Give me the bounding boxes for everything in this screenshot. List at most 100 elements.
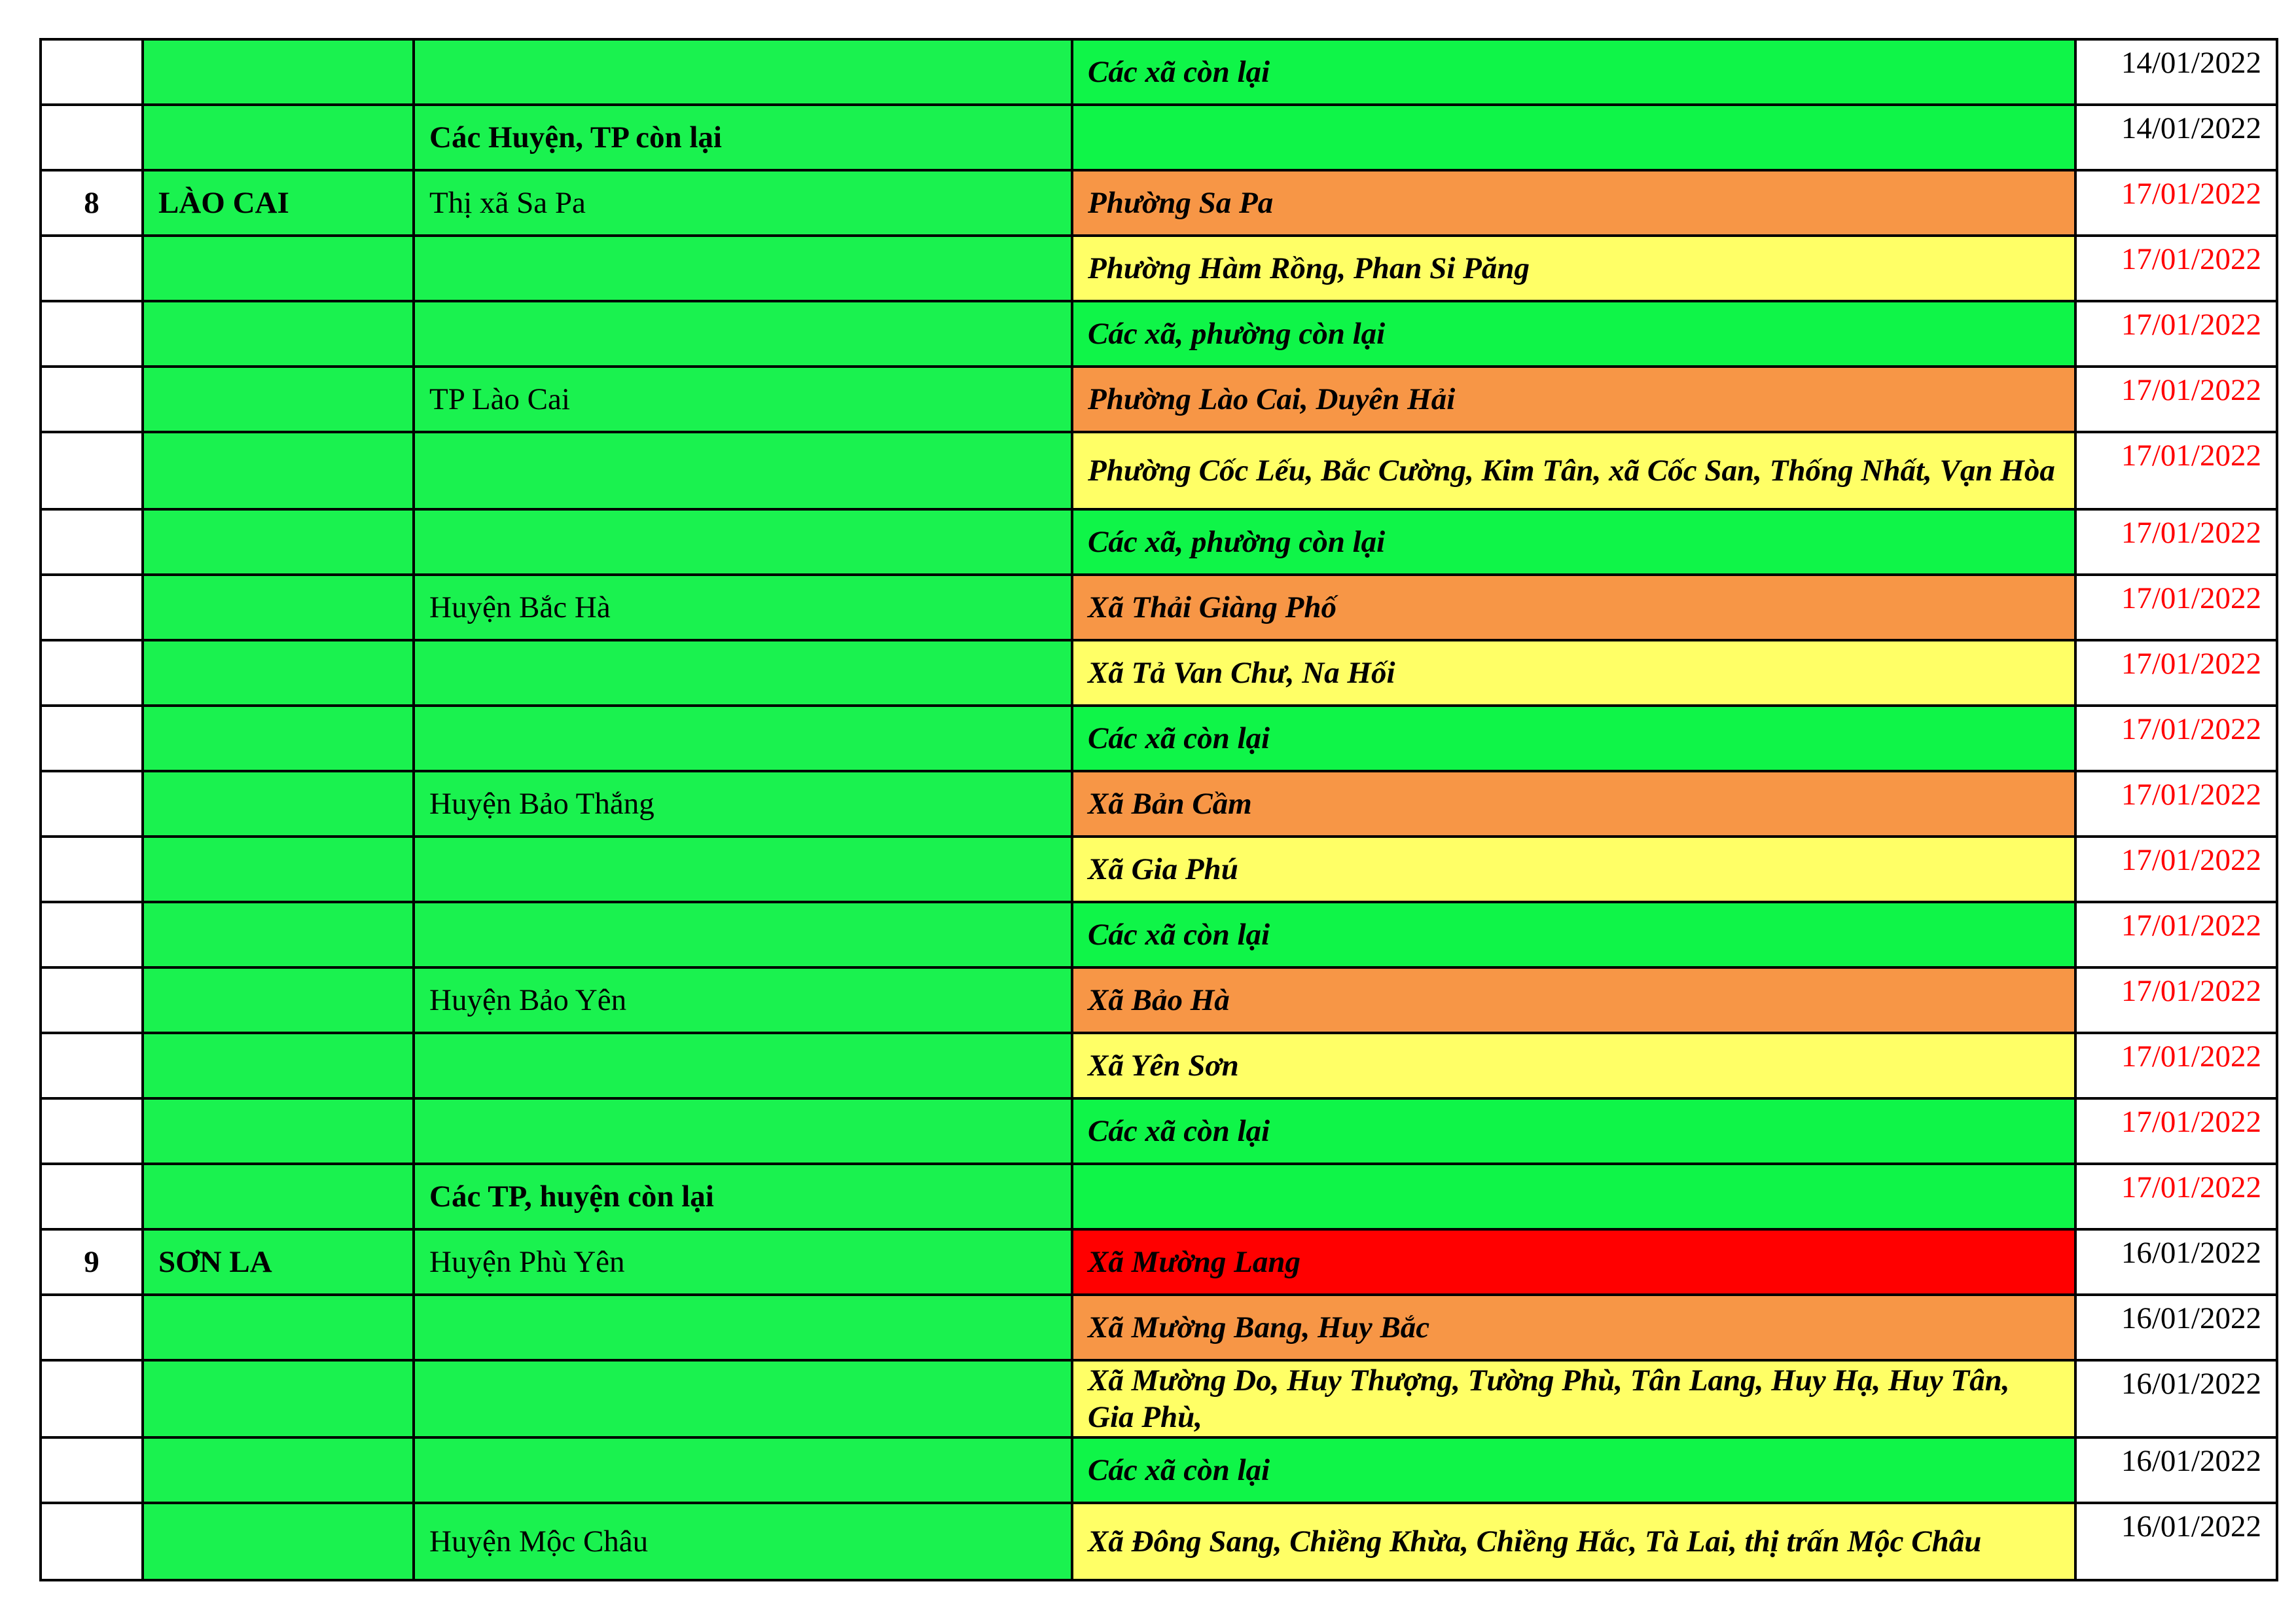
cell-district [412, 704, 1073, 772]
cell-no [39, 1032, 144, 1100]
cell-date: 17/01/2022 [2075, 431, 2278, 511]
cell-date: 17/01/2022 [2075, 1163, 2278, 1231]
cell-province [141, 1436, 415, 1504]
cell-district [412, 1436, 1073, 1504]
table-row: Các TP, huyện còn lại 17/01/2022 [39, 1163, 2278, 1231]
cell-province [141, 573, 415, 641]
cell-commune: Xã Mường Do, Huy Thượng, Tường Phù, Tân … [1071, 1359, 2077, 1439]
cell-date: 17/01/2022 [2075, 966, 2278, 1034]
table-body: Các xã còn lại 14/01/2022 Các Huyện, TP cò… [39, 38, 2278, 1581]
cell-commune: Các xã còn lại [1071, 901, 2077, 969]
cell-no [39, 1436, 144, 1504]
cell-province [141, 835, 415, 903]
table-row: Huyện Bảo Thắng Xã Bản Cầm 17/01/2022 [39, 770, 2278, 838]
cell-district [412, 1293, 1073, 1362]
cell-date: 17/01/2022 [2075, 234, 2278, 302]
cell-province [141, 103, 415, 171]
cell-commune [1071, 1163, 2077, 1231]
cell-commune: Xã Bảo Hà [1071, 966, 2077, 1034]
cell-district: Các Huyện, TP còn lại [412, 103, 1073, 171]
cell-province [141, 1163, 415, 1231]
table-row: Các xã, phường còn lại 17/01/2022 [39, 300, 2278, 368]
cell-no [39, 639, 144, 707]
cell-date: 17/01/2022 [2075, 573, 2278, 641]
cell-commune: Xã Đông Sang, Chiềng Khừa, Chiềng Hắc, T… [1071, 1502, 2077, 1581]
cell-province [141, 639, 415, 707]
cell-district [412, 639, 1073, 707]
cell-province [141, 901, 415, 969]
cell-date: 16/01/2022 [2075, 1359, 2278, 1439]
cell-no [39, 1097, 144, 1165]
cell-district [412, 300, 1073, 368]
table-row: Huyện Mộc Châu Xã Đông Sang, Chiềng Khừa,… [39, 1502, 2278, 1581]
cell-province [141, 300, 415, 368]
cell-district [412, 1359, 1073, 1439]
cell-date: 16/01/2022 [2075, 1228, 2278, 1296]
cell-no [39, 835, 144, 903]
cell-province [141, 1097, 415, 1165]
table-row: Xã Gia Phú 17/01/2022 [39, 835, 2278, 903]
cell-commune: Xã Mường Bang, Huy Bắc [1071, 1293, 2077, 1362]
cell-date: 17/01/2022 [2075, 365, 2278, 433]
cell-no [39, 1163, 144, 1231]
cell-no [39, 1502, 144, 1581]
cell-province [141, 1502, 415, 1581]
table-row: TP Lào Cai Phường Lào Cai, Duyên Hải 17/01… [39, 365, 2278, 433]
cell-province: SƠN LA [141, 1228, 415, 1296]
cell-no [39, 38, 144, 106]
table-row: Xã Mường Bang, Huy Bắc 16/01/2022 [39, 1293, 2278, 1362]
cell-date: 16/01/2022 [2075, 1436, 2278, 1504]
cell-commune: Các xã còn lại [1071, 704, 2077, 772]
table-row: Các xã còn lại 16/01/2022 [39, 1436, 2278, 1504]
cell-no [39, 300, 144, 368]
cell-no: 9 [39, 1228, 144, 1296]
cell-no [39, 1293, 144, 1362]
cell-date: 14/01/2022 [2075, 38, 2278, 106]
cell-province [141, 38, 415, 106]
cell-province [141, 365, 415, 433]
cell-province [141, 1032, 415, 1100]
cell-province [141, 1359, 415, 1439]
cell-date: 14/01/2022 [2075, 103, 2278, 171]
cell-date: 17/01/2022 [2075, 704, 2278, 772]
cell-no [39, 1359, 144, 1439]
cell-commune: Các xã còn lại [1071, 1436, 2077, 1504]
cell-district [412, 431, 1073, 511]
cell-commune: Các xã, phường còn lại [1071, 300, 2077, 368]
cell-no: 8 [39, 169, 144, 237]
cell-province [141, 508, 415, 576]
cell-no [39, 573, 144, 641]
cell-district: Thị xã Sa Pa [412, 169, 1073, 237]
cell-date: 17/01/2022 [2075, 1097, 2278, 1165]
cell-commune: Xã Bản Cầm [1071, 770, 2077, 838]
risk-level-table: Các xã còn lại 14/01/2022 Các Huyện, TP cò… [39, 38, 2278, 1581]
cell-district [412, 835, 1073, 903]
cell-commune: Xã Gia Phú [1071, 835, 2077, 903]
cell-commune: Các xã còn lại [1071, 38, 2077, 106]
cell-district [412, 38, 1073, 106]
cell-province [141, 704, 415, 772]
cell-commune: Xã Mường Lang [1071, 1228, 2077, 1296]
cell-commune: Phường Hàm Rồng, Phan Si Păng [1071, 234, 2077, 302]
table-row: Phường Hàm Rồng, Phan Si Păng 17/01/2022 [39, 234, 2278, 302]
cell-commune: Xã Tả Van Chư, Na Hối [1071, 639, 2077, 707]
cell-province [141, 1293, 415, 1362]
cell-no [39, 901, 144, 969]
cell-district [412, 234, 1073, 302]
table-row: Xã Yên Sơn 17/01/2022 [39, 1032, 2278, 1100]
cell-date: 17/01/2022 [2075, 901, 2278, 969]
cell-commune: Các xã, phường còn lại [1071, 508, 2077, 576]
cell-no [39, 966, 144, 1034]
table-row: Các xã, phường còn lại 17/01/2022 [39, 508, 2278, 576]
cell-district [412, 901, 1073, 969]
cell-district: Huyện Bắc Hà [412, 573, 1073, 641]
table-row: Xã Tả Van Chư, Na Hối 17/01/2022 [39, 639, 2278, 707]
cell-no [39, 103, 144, 171]
cell-date: 16/01/2022 [2075, 1502, 2278, 1581]
cell-commune: Phường Sa Pa [1071, 169, 2077, 237]
cell-no [39, 704, 144, 772]
cell-district: Các TP, huyện còn lại [412, 1163, 1073, 1231]
table-row: Huyện Bảo Yên Xã Bảo Hà 17/01/2022 [39, 966, 2278, 1034]
cell-no [39, 770, 144, 838]
cell-district [412, 508, 1073, 576]
